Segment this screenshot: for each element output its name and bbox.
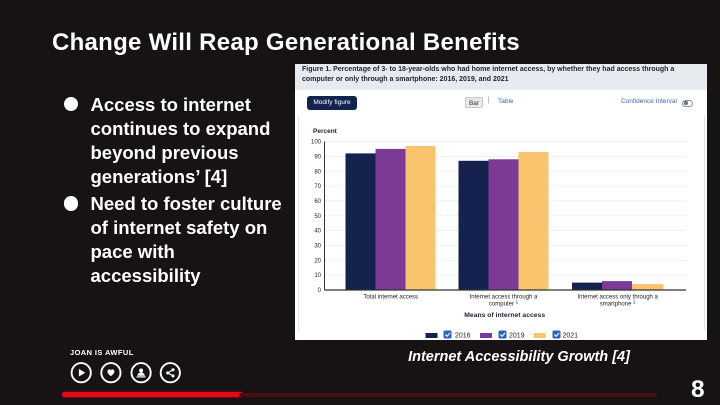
svg-text:computer 1: computer 1 — [489, 300, 519, 308]
svg-text:2016: 2016 — [455, 333, 471, 340]
svg-text:50: 50 — [314, 214, 321, 220]
svg-text:0: 0 — [318, 288, 322, 294]
svg-text:80: 80 — [314, 169, 321, 175]
svg-text:smartphone 2: smartphone 2 — [600, 300, 636, 308]
svg-text:Internet access only through a: Internet access only through a — [578, 295, 659, 301]
svg-text:Total internet access: Total internet access — [363, 295, 418, 301]
svg-text:Percent: Percent — [313, 128, 338, 135]
svg-text:100: 100 — [311, 140, 322, 146]
svg-text:70: 70 — [314, 184, 321, 190]
svg-text:20: 20 — [314, 258, 321, 264]
svg-text:60: 60 — [314, 199, 321, 205]
svg-text:2019: 2019 — [509, 333, 525, 340]
svg-text:30: 30 — [314, 244, 321, 250]
svg-text:Means of internet access: Means of internet access — [464, 312, 545, 319]
svg-text:40: 40 — [314, 229, 321, 235]
svg-text:10: 10 — [314, 273, 321, 279]
svg-text:2021: 2021 — [563, 333, 579, 340]
svg-text:Internet access through a: Internet access through a — [470, 295, 538, 301]
svg-text:90: 90 — [314, 154, 321, 160]
